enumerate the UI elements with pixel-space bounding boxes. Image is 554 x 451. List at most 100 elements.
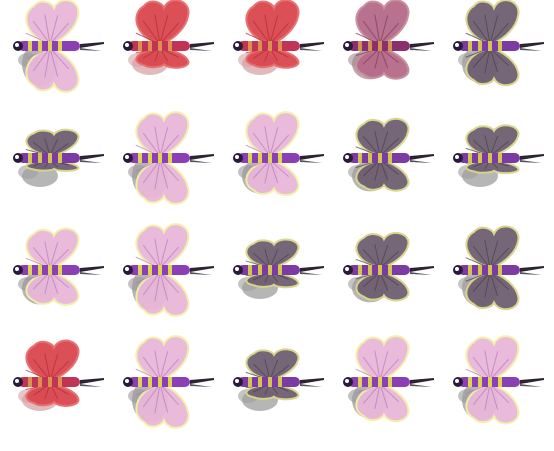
body-band: [378, 377, 382, 387]
body-band: [468, 41, 472, 51]
wing-vein: [49, 271, 59, 294]
tail-shape: [520, 266, 544, 272]
body-band: [148, 377, 152, 387]
body-band: [378, 41, 382, 51]
upper-wing: [465, 335, 520, 379]
body-band: [148, 153, 152, 163]
wing-vein: [489, 383, 499, 410]
lower-wing: [245, 271, 300, 289]
butterfly-sprite-frame: [332, 224, 442, 336]
wing-vein: [489, 351, 499, 381]
wing-vein: [379, 131, 389, 157]
butterfly-sprite-frame: [442, 224, 552, 336]
tail-shape: [190, 160, 212, 163]
tail-shape: [300, 48, 322, 51]
upper-wing: [355, 0, 410, 43]
wing-vein: [159, 246, 180, 269]
eye-shape: [455, 155, 459, 159]
body-band: [168, 377, 172, 387]
wing-vein: [159, 22, 180, 45]
wing-vein: [49, 15, 59, 45]
wing-vein: [159, 239, 169, 269]
body-band: [48, 41, 52, 51]
body-band: [58, 377, 62, 387]
body-band: [278, 265, 282, 275]
wing-vein: [49, 47, 70, 70]
butterfly-sprite-frame: [2, 224, 112, 336]
tail-shape: [410, 160, 432, 163]
butterfly-icon: [453, 225, 544, 311]
tail-shape: [80, 272, 102, 275]
body-band: [358, 153, 362, 163]
wing-vein: [484, 239, 491, 269]
tail-shape: [520, 384, 542, 387]
tail-shape: [300, 378, 324, 384]
butterfly-sprite-frame: [2, 0, 112, 112]
wing-vein: [142, 159, 161, 184]
tail-shape: [80, 154, 104, 160]
butterfly-icon: [13, 339, 104, 411]
body-band: [488, 41, 492, 51]
lower-wing: [25, 272, 80, 306]
wing-vein: [269, 15, 279, 45]
tail-shape: [80, 160, 102, 163]
wing-vein: [362, 249, 381, 269]
butterfly-icon: [343, 335, 434, 423]
butterfly-sprite-frame: [222, 224, 332, 336]
body-band: [58, 153, 62, 163]
wing-vein: [374, 383, 381, 410]
butterfly-sprite-frame: [2, 336, 112, 448]
eye-shape: [125, 267, 129, 271]
tail-shape: [300, 154, 324, 160]
eye-shape: [455, 379, 459, 383]
wing-vein: [49, 242, 59, 269]
lower-wing: [355, 384, 410, 423]
wing-vein: [484, 47, 491, 74]
wing-vein: [252, 159, 271, 179]
wing-vein: [44, 241, 51, 269]
butterfly-sprite-frame: [222, 336, 332, 448]
body-band: [258, 377, 262, 387]
wing-vein: [44, 14, 51, 45]
wing-vein: [374, 244, 381, 269]
eye-shape: [345, 43, 349, 47]
butterfly-icon: [453, 124, 544, 187]
eye-shape: [125, 379, 129, 383]
butterfly-icon: [13, 0, 104, 93]
body-band: [158, 41, 162, 51]
wing-vein: [374, 159, 381, 181]
body-band: [468, 265, 472, 275]
wing-vein: [159, 271, 169, 301]
upper-wing: [135, 0, 190, 43]
body-band: [278, 41, 282, 51]
body-band: [148, 41, 152, 51]
wing-vein: [362, 356, 381, 381]
wing-vein: [154, 159, 161, 190]
wing-vein: [49, 360, 70, 381]
wing-vein: [159, 383, 169, 413]
wing-vein: [159, 159, 180, 182]
butterfly-icon: [123, 223, 214, 317]
body-band: [488, 153, 492, 163]
butterfly-icon: [233, 111, 324, 197]
lower-wing: [355, 272, 410, 302]
wing-vein: [362, 20, 381, 45]
wing-vein: [154, 238, 161, 269]
eye-shape: [125, 43, 129, 47]
tail-shape: [190, 154, 214, 160]
butterfly-icon: [233, 238, 324, 299]
body-band: [468, 377, 472, 387]
body-band: [38, 377, 42, 387]
upper-wing: [245, 0, 300, 43]
body-band: [488, 265, 492, 275]
wing-vein: [264, 14, 271, 45]
tail-shape: [300, 42, 324, 48]
body-band: [358, 377, 362, 387]
tail-shape: [300, 266, 324, 272]
body-band: [388, 377, 392, 387]
tail-shape: [80, 378, 104, 384]
butterfly-sprite-frame: [112, 335, 222, 448]
wing-vein: [44, 353, 51, 381]
wing-vein: [484, 383, 491, 411]
body-band: [478, 153, 482, 163]
